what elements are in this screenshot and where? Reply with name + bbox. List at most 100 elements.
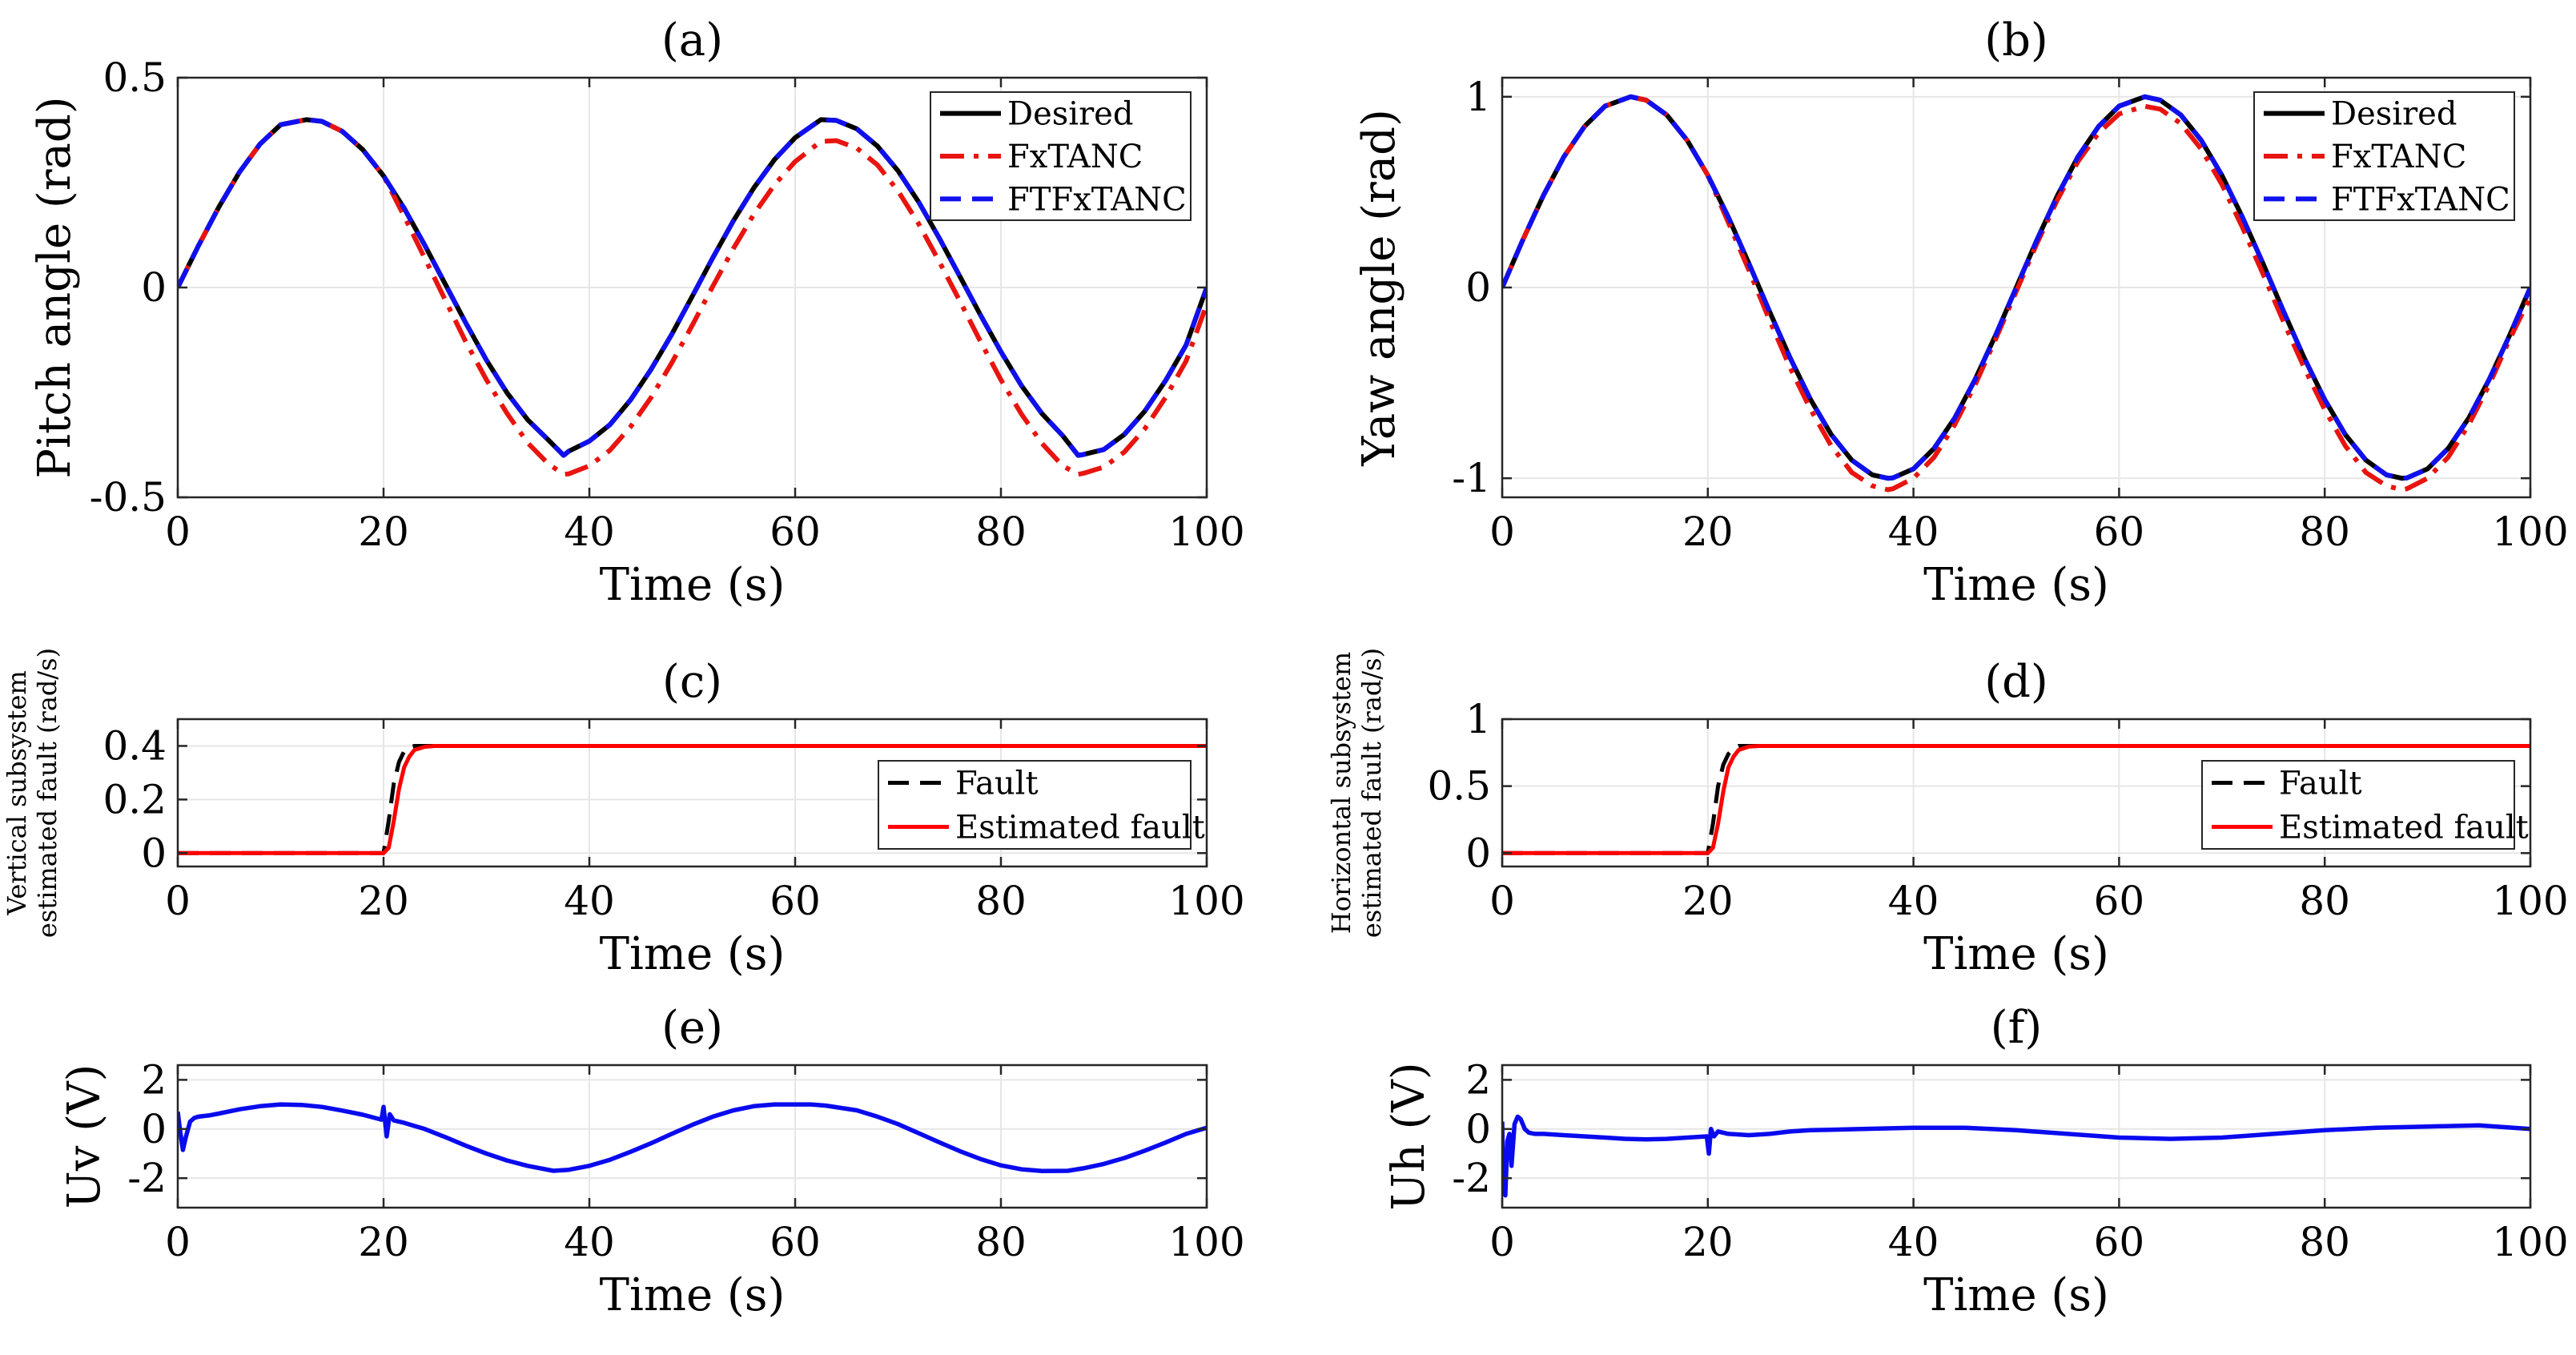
series-line-estimated-fault	[1502, 744, 2530, 855]
panel-d: 0 20 40 60 80 100 0 0.5 1 (d) Time (s) Horizontal s…	[1326, 648, 2569, 980]
legend: Desired FxTANC FTFxTANC	[930, 91, 1192, 221]
x-tick-label: 40	[564, 509, 615, 555]
y-axis-label-line: Vertical subsystem	[2, 670, 32, 915]
y-tick-label: -2	[127, 1155, 167, 1201]
legend-box	[878, 760, 1192, 850]
x-tick-label: 100	[1168, 878, 1244, 924]
panel-title: (d)	[1984, 656, 2048, 708]
x-axis-label: Time (s)	[600, 1269, 786, 1321]
y-tick-label: 0	[1465, 830, 1491, 876]
legend-label: FxTANC	[2331, 139, 2466, 175]
y-tick-label: 0	[141, 1106, 167, 1152]
legend-label: FxTANC	[1007, 139, 1143, 175]
y-tick-label: 0	[1465, 264, 1491, 311]
x-tick-label: 40	[564, 878, 615, 924]
y-tick-label: -2	[1452, 1155, 1491, 1201]
legend-label: Estimated fault	[2279, 810, 2529, 846]
x-tick-label: 60	[770, 1219, 821, 1265]
y-axis-label-line: Horizontal subsystem	[1326, 652, 1356, 934]
legend: Fault Estimated fault	[2201, 760, 2529, 850]
x-tick-label: 100	[2492, 509, 2568, 555]
panel-e: 0 20 40 60 80 100-202(e)Time (s)Uv (V)	[58, 1002, 1245, 1321]
axes-box	[176, 718, 1208, 868]
x-tick-label: 100	[2492, 878, 2568, 924]
x-tick-label: 20	[358, 878, 409, 924]
x-tick-label: 0	[1489, 1219, 1515, 1265]
legend-label: FTFxTANC	[1007, 181, 1187, 218]
x-tick-label: 80	[2299, 509, 2350, 555]
x-tick-label: 100	[1168, 1219, 1244, 1265]
y-tick-label: 0.4	[102, 722, 167, 769]
panel-title: (a)	[661, 14, 723, 66]
y-axis-label: Uv (V)	[58, 1064, 111, 1209]
x-tick-label: 80	[975, 1219, 1027, 1265]
series-line-ftfxtanc	[1502, 94, 2530, 481]
x-tick-label: 20	[1682, 1219, 1734, 1265]
series-line-fault	[178, 744, 1207, 855]
y-axis-label: Uh (V)	[1383, 1062, 1435, 1210]
x-tick-label: 100	[1168, 509, 1244, 555]
x-tick-label: 20	[1682, 878, 1734, 924]
x-tick-label: 60	[770, 509, 821, 555]
x-axis-label: Time (s)	[1923, 559, 2109, 611]
x-tick-label: 40	[1888, 509, 1939, 555]
y-tick-label: 1	[1465, 696, 1491, 742]
x-tick-label: 20	[358, 1219, 409, 1265]
y-tick-label: -0.5	[90, 474, 167, 521]
y-axis-label-line: estimated fault (rad/s)	[1356, 648, 1387, 938]
series-line-uv	[178, 1102, 1207, 1174]
y-tick-label: 0	[141, 830, 167, 876]
series-line-uh	[1502, 1114, 2530, 1198]
legend-label: Estimated fault	[955, 810, 1205, 846]
x-axis-label: Time (s)	[600, 559, 786, 611]
axes-box	[1501, 718, 2532, 868]
panel-title: (b)	[1984, 14, 2048, 66]
x-tick-label: 80	[975, 509, 1027, 555]
panel-title: (c)	[662, 656, 722, 708]
y-tick-label: 0.5	[102, 54, 167, 101]
panel-f: 0 20 40 60 80 100-202(f)Time (s)Uh (V)	[1383, 1002, 2569, 1321]
panel-c: 0 20 40 60 80 100 0 0.2 0.4 (c) Time (s) Vertical s…	[2, 648, 1245, 980]
y-tick-label: -1	[1452, 455, 1491, 501]
x-tick-label: 60	[2094, 878, 2145, 924]
x-tick-label: 60	[770, 878, 821, 924]
y-tick-label: 0	[141, 264, 167, 311]
x-tick-label: 0	[1489, 509, 1515, 555]
panel-b: 0 20 40 60 80 100 -1 0 1 (b) Time (s) Yaw angle (ra…	[1353, 14, 2569, 611]
legend-label: Desired	[1007, 96, 1133, 133]
x-tick-label: 20	[1682, 509, 1734, 555]
panel-title: (e)	[661, 1002, 723, 1054]
y-tick-label: 0	[1465, 1106, 1491, 1152]
y-tick-label: 2	[141, 1056, 167, 1103]
legend-label: Fault	[955, 766, 1039, 802]
legend-label: FTFxTANC	[2331, 181, 2510, 218]
x-axis-label: Time (s)	[1923, 928, 2109, 980]
y-axis-label: Yaw angle (rad)	[1353, 109, 1405, 467]
legend-box	[2201, 760, 2515, 850]
series-line-estimated-fault	[178, 744, 1207, 855]
x-tick-label: 40	[1888, 1219, 1939, 1265]
x-tick-label: 80	[2299, 1219, 2350, 1265]
series-line-fault	[1502, 744, 2530, 855]
x-tick-label: 20	[358, 509, 409, 555]
y-tick-label: 0.2	[102, 776, 167, 822]
axes-box	[1501, 1063, 2532, 1209]
legend: Fault Estimated fault	[878, 760, 1205, 850]
x-tick-label: 0	[165, 878, 191, 924]
y-tick-label: 0.5	[1427, 763, 1491, 810]
x-tick-label: 0	[165, 509, 191, 555]
plot-area	[178, 1065, 1207, 1208]
y-tick-label: 2	[1465, 1056, 1491, 1103]
x-tick-label: 100	[2492, 1219, 2568, 1265]
series-line-ftfxtanc	[178, 117, 1207, 458]
legend-label: Fault	[2279, 766, 2362, 802]
legend-label: Desired	[2331, 96, 2457, 133]
x-axis-label: Time (s)	[600, 928, 786, 980]
y-axis-label: Pitch angle (rad)	[29, 96, 81, 478]
x-tick-label: 0	[165, 1219, 191, 1265]
x-tick-label: 60	[2094, 1219, 2145, 1265]
x-axis-label: Time (s)	[1923, 1269, 2109, 1321]
panel-a: 0 20 40 60 80 100-0.500.5(a)Time (s)Pitch ang…	[29, 14, 1245, 611]
x-tick-label: 0	[1489, 878, 1515, 924]
